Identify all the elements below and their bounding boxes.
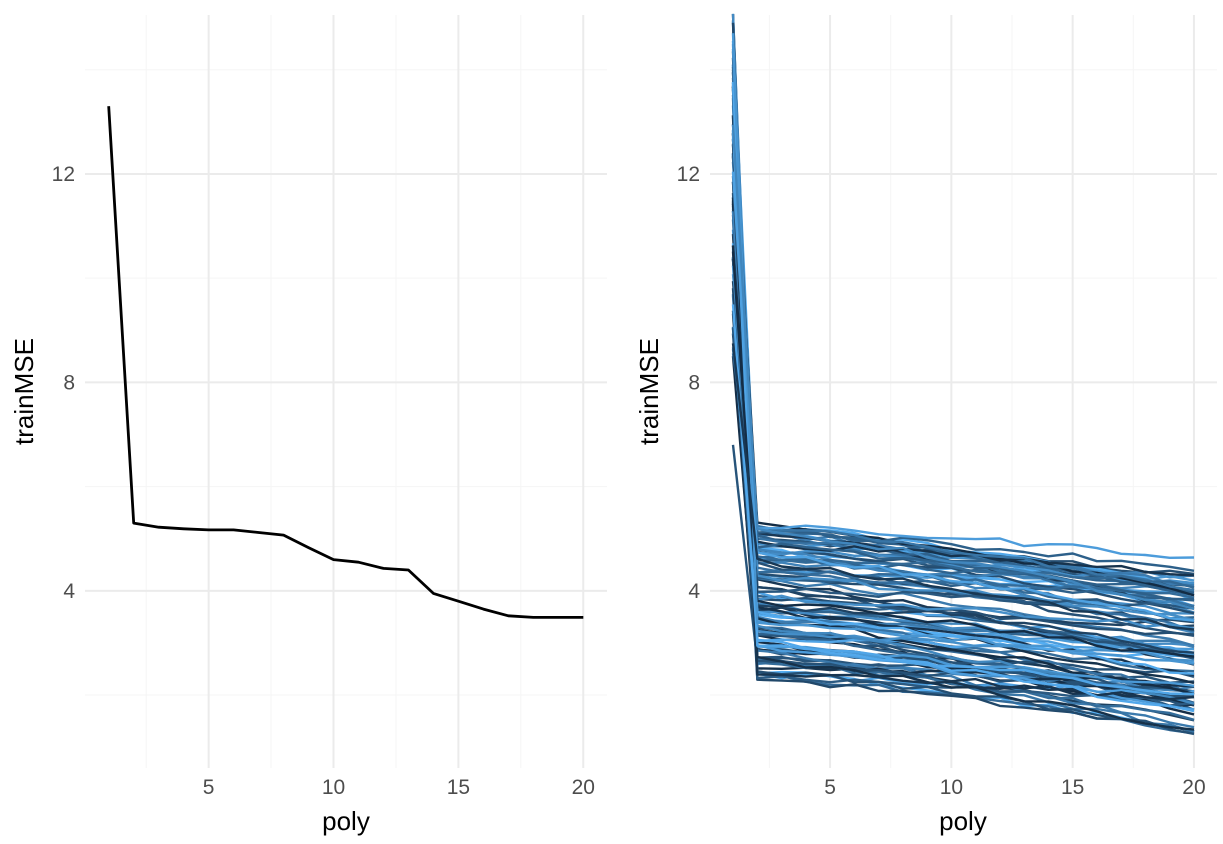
left-y-tick-label: 12 <box>52 163 75 186</box>
resample-mse-line <box>731 265 1195 630</box>
left-y-axis-title: trainMSE <box>9 338 39 445</box>
resample-mse-line <box>731 130 1195 711</box>
left-x-tick-label: 15 <box>447 776 470 799</box>
train-mse-line <box>107 106 584 619</box>
resample-mse-line <box>731 154 1195 559</box>
right-y-tick-labels: 4 8 12 <box>677 163 701 603</box>
resample-mse-line <box>731 154 1195 592</box>
left-panel: 5 10 15 20 4 8 12 poly trainMSE <box>9 15 607 836</box>
left-x-tick-label: 20 <box>572 776 595 799</box>
right-y-axis-title: trainMSE <box>634 338 664 445</box>
left-y-tick-label: 4 <box>63 580 75 603</box>
right-y-tick-label: 8 <box>688 371 700 394</box>
right-x-tick-label: 15 <box>1061 776 1084 799</box>
right-panel: 5 10 15 20 4 8 12 poly trainMSE <box>634 13 1217 836</box>
resample-mse-line <box>731 44 1195 665</box>
right-x-axis-title: poly <box>939 806 987 836</box>
left-gridlines <box>85 15 607 768</box>
resample-mse-line <box>731 251 1195 658</box>
resample-mse-line <box>731 57 1195 628</box>
resample-mse-line <box>731 304 1195 713</box>
right-plot-lines <box>731 13 1195 736</box>
left-y-tick-label: 8 <box>63 371 75 394</box>
right-x-tick-labels: 5 10 15 20 <box>824 776 1205 799</box>
resample-mse-line <box>731 203 1195 577</box>
left-y-tick-labels: 4 8 12 <box>52 163 76 603</box>
left-x-tick-labels: 5 10 15 20 <box>203 776 595 799</box>
right-x-tick-label: 5 <box>824 776 836 799</box>
resample-mse-line <box>731 343 1195 631</box>
resample-mse-line <box>731 353 1195 572</box>
right-x-tick-label: 20 <box>1182 776 1205 799</box>
right-x-tick-label: 10 <box>940 776 963 799</box>
resample-mse-line <box>731 326 1195 589</box>
resample-mse-line <box>731 156 1195 676</box>
resample-mse-line <box>731 143 1195 701</box>
resample-mse-line <box>731 171 1195 622</box>
resample-mse-line <box>731 13 1195 647</box>
right-y-tick-label: 4 <box>688 580 700 603</box>
left-x-axis-title: poly <box>322 806 370 836</box>
resample-mse-line <box>731 328 1195 705</box>
resample-mse-line <box>731 181 1195 636</box>
resample-mse-line <box>731 281 1195 654</box>
resample-mse-line <box>731 81 1195 675</box>
resample-mse-line <box>731 327 1195 610</box>
resample-mse-line <box>731 124 1195 611</box>
resample-mse-line <box>731 245 1195 731</box>
resample-mse-line <box>731 82 1195 601</box>
left-plot-lines <box>107 106 584 619</box>
left-x-tick-label: 5 <box>203 776 215 799</box>
left-x-tick-label: 10 <box>322 776 345 799</box>
resample-mse-line <box>731 210 1195 673</box>
right-y-tick-label: 12 <box>677 163 700 186</box>
